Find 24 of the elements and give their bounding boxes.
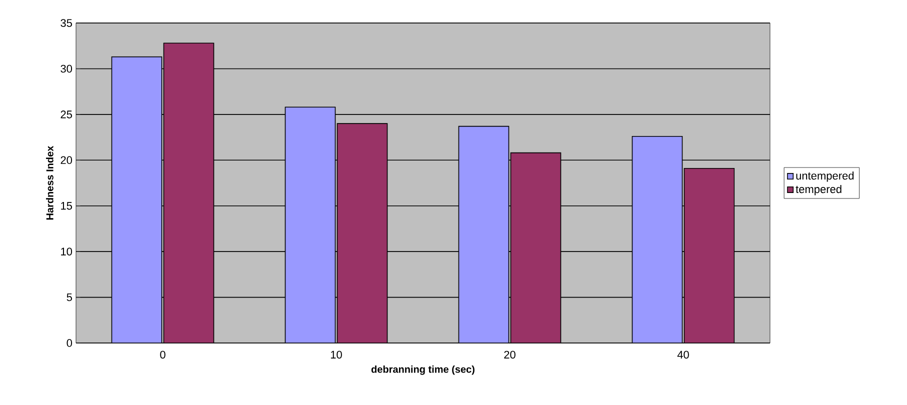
- x-tick-label: 20: [504, 350, 516, 359]
- y-tick-label: 5: [66, 293, 72, 302]
- legend-label: untempered: [796, 172, 854, 182]
- x-axis-title: debranning time (sec): [371, 365, 474, 375]
- bar: [632, 136, 683, 343]
- x-tick-label: 0: [160, 350, 166, 359]
- y-tick-label: 30: [60, 64, 72, 73]
- bar: [111, 56, 162, 343]
- bar: [510, 152, 562, 343]
- x-tick-label: 10: [330, 350, 342, 359]
- y-tick-label: 20: [60, 156, 72, 164]
- y-tick-label: 35: [60, 19, 72, 27]
- bar: [684, 168, 735, 343]
- y-tick-label: 0: [66, 339, 72, 347]
- y-tick-label: 15: [61, 202, 72, 210]
- y-axis-title: Hardness Index: [46, 146, 54, 220]
- y-tick-label: 25: [60, 110, 72, 118]
- bar: [284, 106, 336, 343]
- legend-label: tempered: [796, 185, 842, 196]
- y-tick-label: 10: [61, 248, 72, 256]
- bar: [163, 42, 214, 343]
- bar: [458, 126, 510, 343]
- x-tick-label: 40: [677, 350, 689, 359]
- bar: [336, 123, 388, 343]
